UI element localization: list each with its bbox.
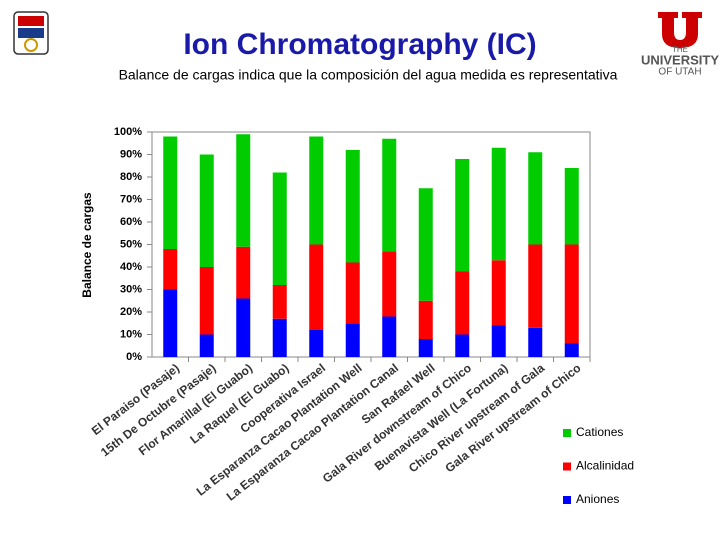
y-axis-title: Balance de cargas: [80, 192, 94, 298]
bar-segment: [528, 327, 543, 357]
bar-segment: [345, 323, 360, 357]
y-tick-label: 30%: [120, 283, 142, 295]
bar-segment: [236, 134, 251, 247]
bar-segment: [528, 244, 543, 328]
bar-segment: [455, 271, 470, 335]
bar-segment: [272, 318, 287, 357]
bar-segment: [199, 154, 214, 267]
bar-segment: [309, 330, 324, 357]
bar-segment: [564, 343, 579, 357]
bar-segment: [163, 136, 178, 249]
y-tick-label: 100%: [114, 126, 142, 138]
y-tick-label: 60%: [120, 216, 142, 228]
bar-segment: [528, 152, 543, 245]
bar-segment: [163, 249, 178, 290]
y-tick-label: 0%: [126, 351, 142, 363]
right-logo: THE UNIVERSITY OF UTAH: [641, 12, 719, 78]
bar-segment: [236, 298, 251, 357]
legend-swatch: [563, 429, 571, 437]
bar-segment: [491, 325, 506, 357]
y-tick-label: 70%: [120, 193, 142, 205]
bar-segment: [491, 147, 506, 261]
bar-segment: [345, 150, 360, 263]
bar-segment: [564, 244, 579, 344]
bar-segment: [455, 334, 470, 357]
bar-segment: [382, 138, 397, 252]
bar-segment: [418, 188, 433, 301]
y-tick-label: 80%: [120, 171, 142, 183]
bar-segment: [455, 159, 470, 272]
logo-text: THE: [672, 45, 688, 54]
bar-segment: [199, 334, 214, 357]
y-tick-label: 40%: [120, 261, 142, 273]
y-tick-label: 20%: [120, 306, 142, 318]
legend-label: Cationes: [576, 425, 623, 439]
left-logo: [13, 11, 49, 55]
bar-segment: [309, 244, 324, 330]
bar-segment: [272, 172, 287, 285]
legend-label: Aniones: [576, 492, 619, 506]
legend-swatch: [563, 496, 571, 504]
bar-segment: [345, 262, 360, 324]
legend-swatch: [563, 462, 571, 471]
bar-segment: [272, 285, 287, 319]
y-tick-label: 90%: [120, 148, 142, 160]
logo-text: UNIVERSITY: [641, 52, 719, 67]
y-tick-label: 50%: [120, 238, 142, 250]
bar-segment: [236, 246, 251, 299]
bar-segment: [564, 168, 579, 245]
bar-segment: [418, 339, 433, 357]
legend-label: Alcalinidad: [576, 459, 634, 473]
title: Ion Chromatography (IC): [183, 28, 536, 61]
bar-segment: [382, 316, 397, 357]
subtitle: Balance de cargas indica que la composic…: [119, 67, 618, 83]
bar-segment: [199, 267, 214, 335]
bar-segment: [491, 260, 506, 326]
bar-segment: [163, 289, 178, 357]
bar-segment: [309, 136, 324, 245]
logo-text: OF UTAH: [658, 67, 701, 78]
y-tick-label: 10%: [120, 328, 142, 340]
bar-segment: [382, 251, 397, 317]
bar-segment: [418, 300, 433, 339]
plot-frame: [151, 131, 591, 358]
